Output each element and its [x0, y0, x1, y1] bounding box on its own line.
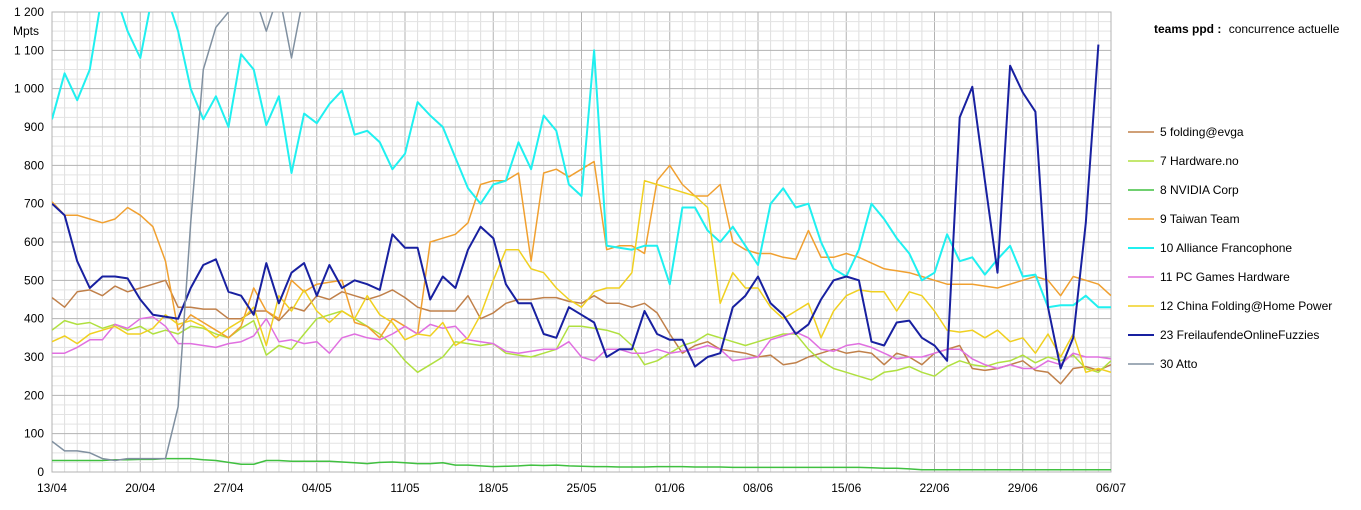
series-line-4 — [52, 160, 1111, 339]
x-tick-label: 11/05 — [390, 481, 419, 495]
series-line-6 — [52, 316, 1111, 370]
x-tick-label: 22/06 — [919, 481, 949, 495]
x-tick-label: 27/04 — [213, 481, 243, 495]
y-tick-label: 0 — [37, 465, 44, 479]
y-axis-label: Mpts — [13, 24, 39, 38]
x-tick-label: 18/05 — [478, 481, 508, 495]
y-tick-label: 1 100 — [14, 43, 44, 57]
series-line-8 — [52, 44, 1100, 370]
chart-title: teams ppd : concurrence actuelle — [1154, 22, 1340, 36]
legend-entry: 30 Atto — [1160, 357, 1198, 371]
y-tick-label: 200 — [24, 388, 44, 402]
y-tick-label: 300 — [24, 350, 44, 364]
y-tick-label: 800 — [24, 158, 44, 172]
legend-entry: 11 PC Games Hardware — [1160, 270, 1290, 284]
legend-entry: 10 Alliance Francophone — [1160, 241, 1292, 255]
series-line-9 — [52, 12, 302, 462]
y-tick-label: 1 000 — [14, 82, 44, 96]
y-tick-label: 400 — [24, 312, 44, 326]
chart-title-bold: teams ppd : — [1154, 22, 1221, 36]
x-tick-label: 06/07 — [1096, 481, 1126, 495]
series-lines — [52, 12, 1111, 471]
y-tick-label: 600 — [24, 235, 44, 249]
y-tick-label: 500 — [24, 273, 44, 287]
x-tick-label: 20/04 — [125, 481, 155, 495]
x-axis-ticks: 13/04 20/04 27/04 04/05 11/05 18/05 25/05 01/06… — [37, 481, 1126, 495]
legend-entry: 8 NVIDIA Corp — [1160, 183, 1239, 197]
legend-entry: 5 folding@evga — [1160, 125, 1244, 139]
legend: 5 folding@evga 7 Hardware.no 8 NVIDIA Corp… — [1128, 125, 1332, 371]
x-tick-label: 13/04 — [37, 481, 67, 495]
legend-entry: 7 Hardware.no — [1160, 154, 1239, 168]
x-tick-label: 01/06 — [655, 481, 685, 495]
chart-subtitle: concurrence actuelle — [1229, 22, 1340, 36]
x-tick-label: 29/06 — [1008, 481, 1038, 495]
x-tick-label: 08/06 — [743, 481, 773, 495]
legend-entry: 9 Taiwan Team — [1160, 212, 1240, 226]
plot-frame — [51, 11, 1112, 473]
x-tick-label: 25/05 — [566, 481, 596, 495]
legend-entry: 12 China Folding@Home Power — [1160, 299, 1332, 313]
y-axis-ticks: 0 100 200 300 400 500 600 700 800 900 1 000 1 100 1 … — [14, 5, 44, 479]
x-tick-label: 04/05 — [302, 481, 332, 495]
series-line-5 — [52, 12, 1111, 309]
y-tick-label: 700 — [24, 197, 44, 211]
y-tick-label: 100 — [24, 427, 44, 441]
series-line-3 — [52, 457, 1111, 471]
y-tick-label: 1 200 — [14, 5, 44, 19]
legend-entry: 23 FreilaufendeOnlineFuzzies — [1160, 328, 1319, 342]
series-line-7 — [52, 179, 1111, 374]
x-tick-label: 15/06 — [831, 481, 861, 495]
y-tick-label: 900 — [24, 120, 44, 134]
